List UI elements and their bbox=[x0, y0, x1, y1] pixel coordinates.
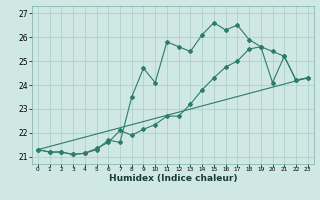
X-axis label: Humidex (Indice chaleur): Humidex (Indice chaleur) bbox=[108, 174, 237, 183]
